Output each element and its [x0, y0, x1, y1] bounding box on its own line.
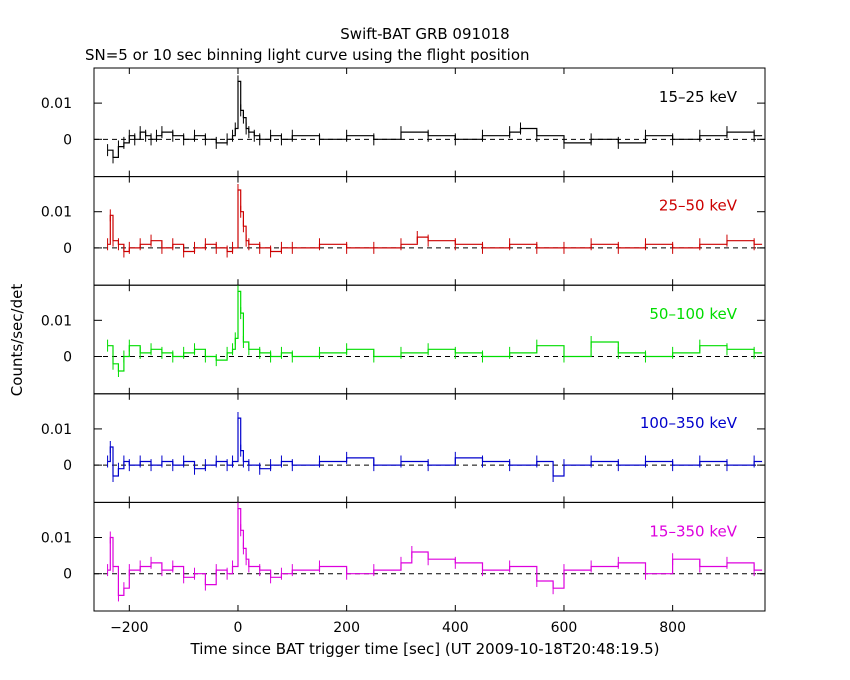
y-tick-label: 0 [63, 567, 72, 583]
y-tick-label: 0.01 [41, 531, 72, 547]
panel-frame [93, 501, 766, 612]
panel-frame [93, 67, 766, 178]
panel-frame [93, 284, 766, 395]
panel-5: 0 0.01 15–350 keV [41, 501, 766, 612]
x-axis-label: Time since BAT trigger time [sec] (UT 20… [190, 640, 660, 658]
chart-subtitle: SN=5 or 10 sec binning light curve using… [85, 46, 530, 64]
x-tick-label: 0 [234, 620, 243, 636]
band-label: 25–50 keV [659, 197, 738, 215]
y-tick-label: 0 [63, 241, 72, 257]
band-label: 15–350 keV [649, 522, 737, 540]
y-tick-label: 0 [63, 458, 72, 474]
panel-frame [93, 393, 766, 503]
band-label: 15–25 keV [659, 88, 738, 106]
y-tick-label: 0 [63, 132, 72, 148]
y-tick-label: 0.01 [41, 96, 72, 112]
y-tick-label: 0.01 [41, 422, 72, 438]
panel-1: 0 0.01 15–25 keV [41, 67, 766, 178]
x-tick-label: 200 [333, 620, 360, 636]
y-tick-label: 0.01 [41, 313, 72, 329]
panels: 0 0.01 15–25 keV 0 0.01 25–50 keV 0 0.01 50–100 … [41, 67, 766, 612]
y-tick-label: 0.01 [41, 205, 72, 221]
panel-2: 0 0.01 25–50 keV [41, 176, 766, 286]
band-label: 50–100 keV [649, 305, 737, 323]
x-tick-label: −200 [110, 620, 148, 636]
x-tick-label: 600 [551, 620, 578, 636]
panel-3: 0 0.01 50–100 keV [41, 284, 766, 395]
chart-title: Swift-BAT GRB 091018 [340, 25, 509, 43]
x-tick-label: 800 [659, 620, 686, 636]
y-axis-label: Counts/sec/det [8, 284, 26, 397]
y-tick-label: 0 [63, 350, 72, 366]
x-tick-label: 400 [442, 620, 469, 636]
panel-4: 0 0.01 100–350 keV [41, 393, 766, 503]
band-label: 100–350 keV [640, 414, 738, 432]
x-tick-labels: −200 0 200 400 600 800 [110, 620, 686, 636]
panel-frame [93, 176, 766, 286]
